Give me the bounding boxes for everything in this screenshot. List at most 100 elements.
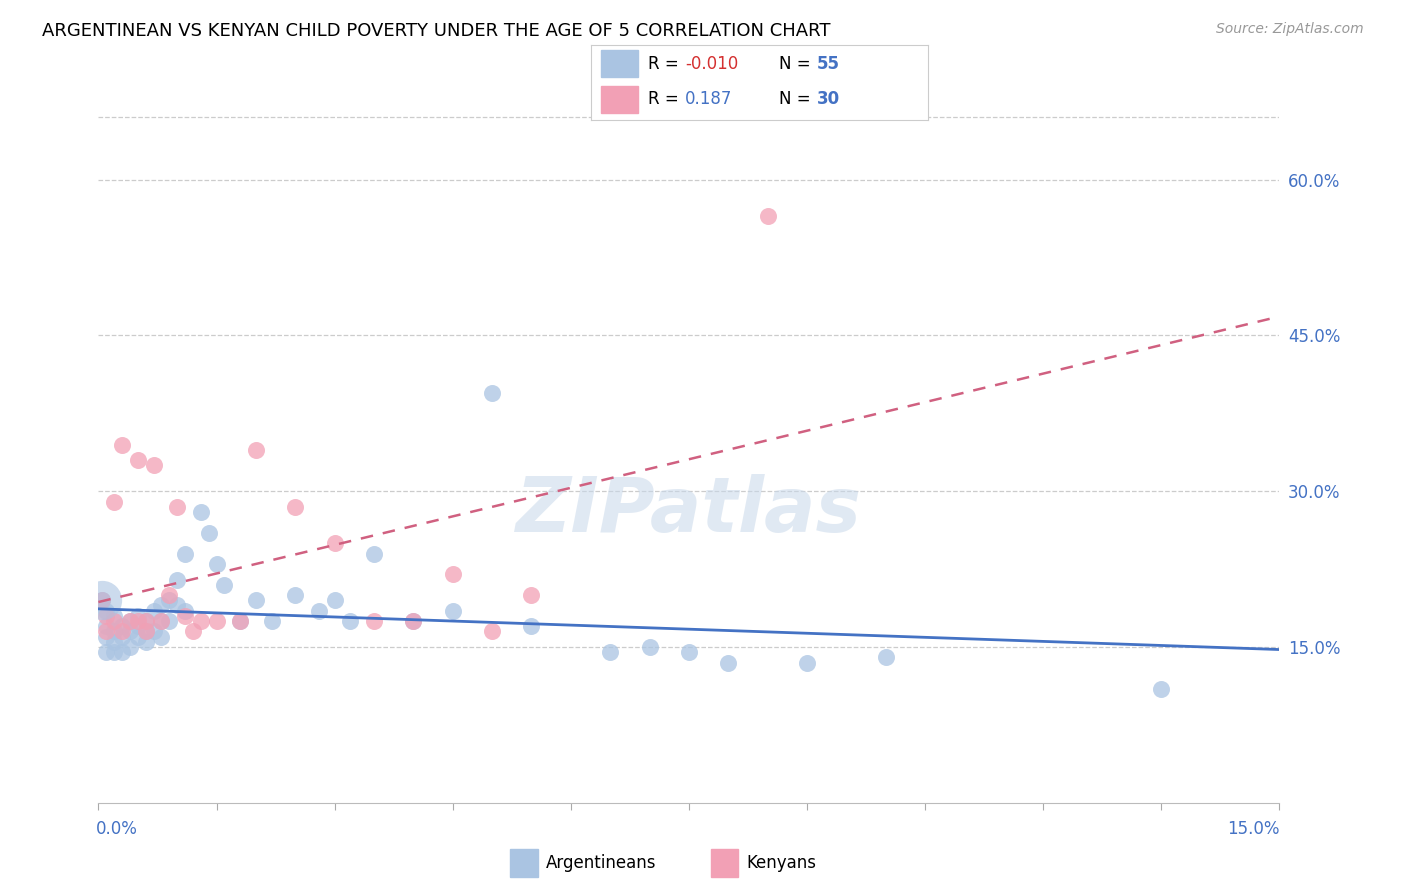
Point xyxy=(166,573,188,587)
Point xyxy=(91,593,114,607)
Point xyxy=(520,588,543,602)
Bar xyxy=(600,86,638,112)
Point xyxy=(118,640,141,654)
Point xyxy=(103,624,125,639)
Point xyxy=(118,614,141,628)
Point xyxy=(103,635,125,649)
Point xyxy=(150,614,173,628)
Text: ARGENTINEAN VS KENYAN CHILD POVERTY UNDER THE AGE OF 5 CORRELATION CHART: ARGENTINEAN VS KENYAN CHILD POVERTY UNDE… xyxy=(42,22,831,40)
Point xyxy=(245,593,267,607)
Point xyxy=(214,578,236,592)
Point xyxy=(142,624,165,639)
Point xyxy=(96,608,118,623)
Point xyxy=(638,640,661,654)
Point xyxy=(260,614,283,628)
Point xyxy=(363,547,385,561)
Text: Argentineans: Argentineans xyxy=(546,854,657,872)
Point xyxy=(323,536,346,550)
Point xyxy=(308,604,330,618)
Point xyxy=(157,614,180,628)
Bar xyxy=(711,849,738,877)
Point xyxy=(150,614,173,628)
Point xyxy=(135,614,157,628)
Point xyxy=(118,614,141,628)
Point xyxy=(96,624,118,639)
Point xyxy=(190,505,212,519)
Point xyxy=(599,645,621,659)
Point xyxy=(127,619,149,633)
Point xyxy=(150,599,173,613)
Point xyxy=(181,624,204,639)
Text: 30: 30 xyxy=(817,90,839,108)
Point xyxy=(166,500,188,514)
Point xyxy=(135,624,157,639)
Point xyxy=(91,593,114,607)
Point xyxy=(96,619,118,633)
Point xyxy=(135,624,157,639)
Point xyxy=(339,614,361,628)
Point xyxy=(135,635,157,649)
Point xyxy=(284,500,307,514)
Point xyxy=(284,588,307,602)
Text: Kenyans: Kenyans xyxy=(747,854,817,872)
Point xyxy=(111,619,134,633)
Text: ZIPatlas: ZIPatlas xyxy=(516,474,862,548)
Point xyxy=(190,614,212,628)
Point xyxy=(205,557,228,571)
Point xyxy=(197,525,219,540)
Point xyxy=(96,630,118,644)
Point xyxy=(127,608,149,623)
Point xyxy=(678,645,700,659)
Text: 15.0%: 15.0% xyxy=(1227,820,1279,838)
Point xyxy=(157,593,180,607)
Point xyxy=(245,442,267,457)
Text: 0.187: 0.187 xyxy=(685,90,733,108)
Point xyxy=(142,604,165,618)
Point xyxy=(127,614,149,628)
Point xyxy=(111,645,134,659)
Point xyxy=(402,614,425,628)
Point xyxy=(363,614,385,628)
Bar xyxy=(510,849,537,877)
Point xyxy=(103,614,125,628)
Point xyxy=(756,209,779,223)
Point xyxy=(229,614,252,628)
Text: N =: N = xyxy=(779,54,817,72)
Point xyxy=(174,604,197,618)
Text: N =: N = xyxy=(779,90,817,108)
Point xyxy=(174,547,197,561)
Point xyxy=(441,567,464,582)
Point xyxy=(229,614,252,628)
Point xyxy=(323,593,346,607)
Point xyxy=(111,630,134,644)
Point xyxy=(157,588,180,602)
Text: R =: R = xyxy=(648,54,683,72)
Point xyxy=(103,645,125,659)
Point xyxy=(111,624,134,639)
Text: 0.0%: 0.0% xyxy=(96,820,138,838)
Point xyxy=(402,614,425,628)
Point xyxy=(520,619,543,633)
Point xyxy=(103,608,125,623)
Point xyxy=(150,630,173,644)
Point xyxy=(1150,681,1173,696)
Bar xyxy=(600,50,638,78)
Point xyxy=(205,614,228,628)
Text: -0.010: -0.010 xyxy=(685,54,738,72)
Text: 55: 55 xyxy=(817,54,839,72)
Text: R =: R = xyxy=(648,90,689,108)
Point xyxy=(96,604,118,618)
Text: Source: ZipAtlas.com: Source: ZipAtlas.com xyxy=(1216,22,1364,37)
Point xyxy=(481,385,503,400)
Point xyxy=(174,608,197,623)
Point xyxy=(91,593,114,607)
Point xyxy=(142,458,165,473)
Point xyxy=(127,630,149,644)
Point xyxy=(481,624,503,639)
Point xyxy=(875,650,897,665)
Point xyxy=(441,604,464,618)
Point xyxy=(796,656,818,670)
Point xyxy=(96,645,118,659)
Point xyxy=(118,624,141,639)
Point xyxy=(135,614,157,628)
